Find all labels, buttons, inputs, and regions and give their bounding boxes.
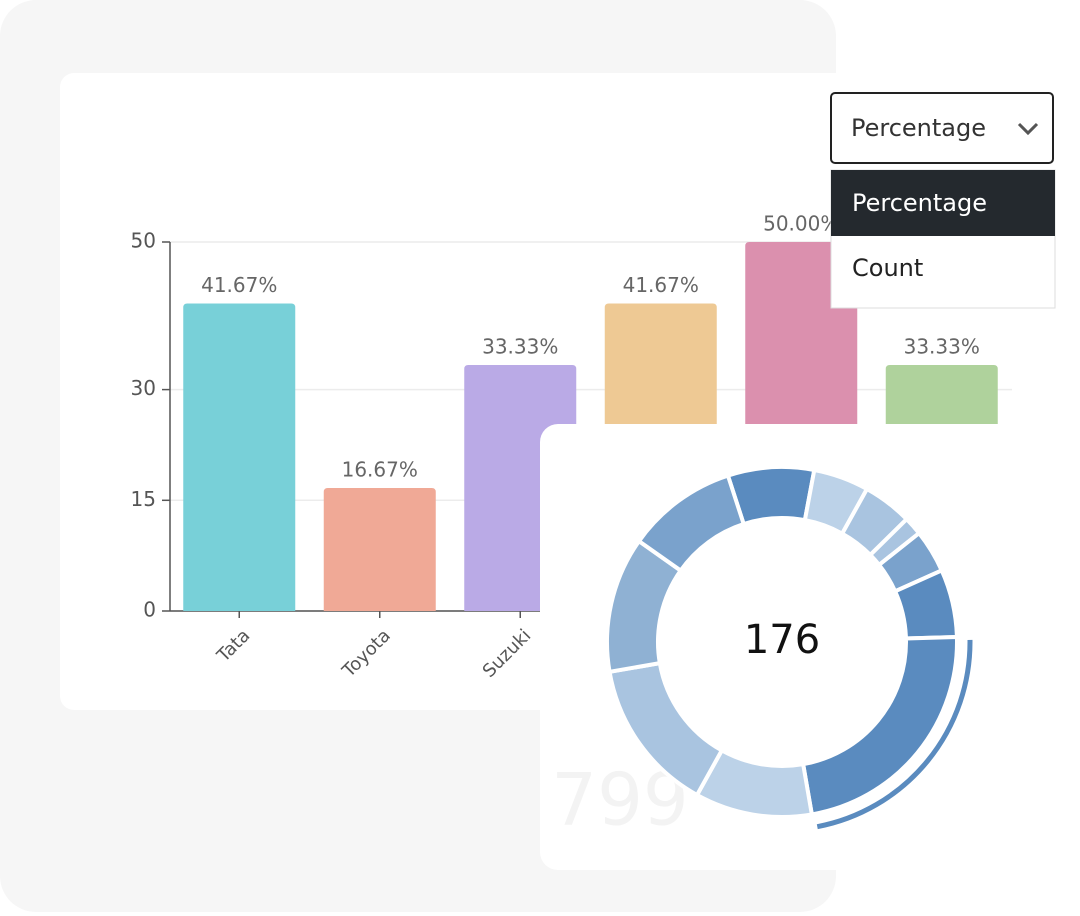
dropdown-option[interactable]: Count <box>852 254 923 282</box>
donut-segment <box>636 473 747 574</box>
value-label: 50.00% <box>763 212 839 236</box>
value-label: 33.33% <box>904 335 980 359</box>
donut-chart: 176 <box>605 465 973 830</box>
dropdown[interactable]: Percentage Percentage Count <box>830 92 1056 309</box>
y-tick-label: 50 <box>131 229 156 253</box>
value-label: 16.67% <box>342 457 418 481</box>
donut-highlight <box>816 639 973 830</box>
dropdown-box[interactable] <box>830 92 1054 164</box>
bar <box>323 487 436 611</box>
value-label: 41.67% <box>201 273 277 297</box>
donut-center-label: 176 <box>744 617 820 663</box>
y-tick-label: 15 <box>131 487 156 511</box>
dropdown-option[interactable]: Percentage <box>852 189 987 217</box>
y-tick-label: 30 <box>131 376 156 400</box>
dropdown-option-active[interactable] <box>831 170 1055 236</box>
value-label: 41.67% <box>623 273 699 297</box>
y-tick-label: 0 <box>143 598 156 622</box>
value-label: 33.33% <box>482 335 558 359</box>
dropdown-chevron[interactable] <box>1017 122 1039 136</box>
dropdown-selected[interactable]: Percentage <box>851 114 986 142</box>
bar <box>183 303 296 611</box>
